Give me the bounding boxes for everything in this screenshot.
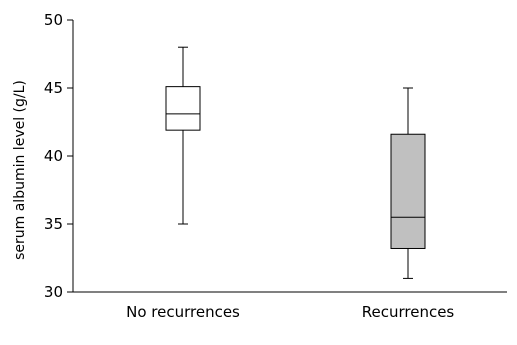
box-group — [165, 46, 201, 225]
y-axis-title: serum albumin level (g/L) — [12, 80, 28, 260]
y-tick-label: 30 — [44, 283, 63, 301]
box-group — [390, 87, 426, 279]
y-tick-label: 50 — [44, 11, 63, 29]
iqr-box — [165, 86, 201, 131]
axes — [72, 20, 507, 293]
y-tick-label: 35 — [44, 215, 63, 233]
y-tick-label: 40 — [44, 147, 63, 165]
y-tick-label: 45 — [44, 79, 63, 97]
x-category-labels: No recurrences Recurrences — [126, 303, 454, 321]
x-category-label: No recurrences — [126, 303, 240, 321]
x-category-label: Recurrences — [362, 303, 455, 321]
iqr-box — [390, 133, 426, 249]
y-ticks: 30 35 40 45 50 — [44, 11, 73, 301]
boxes — [165, 46, 426, 279]
